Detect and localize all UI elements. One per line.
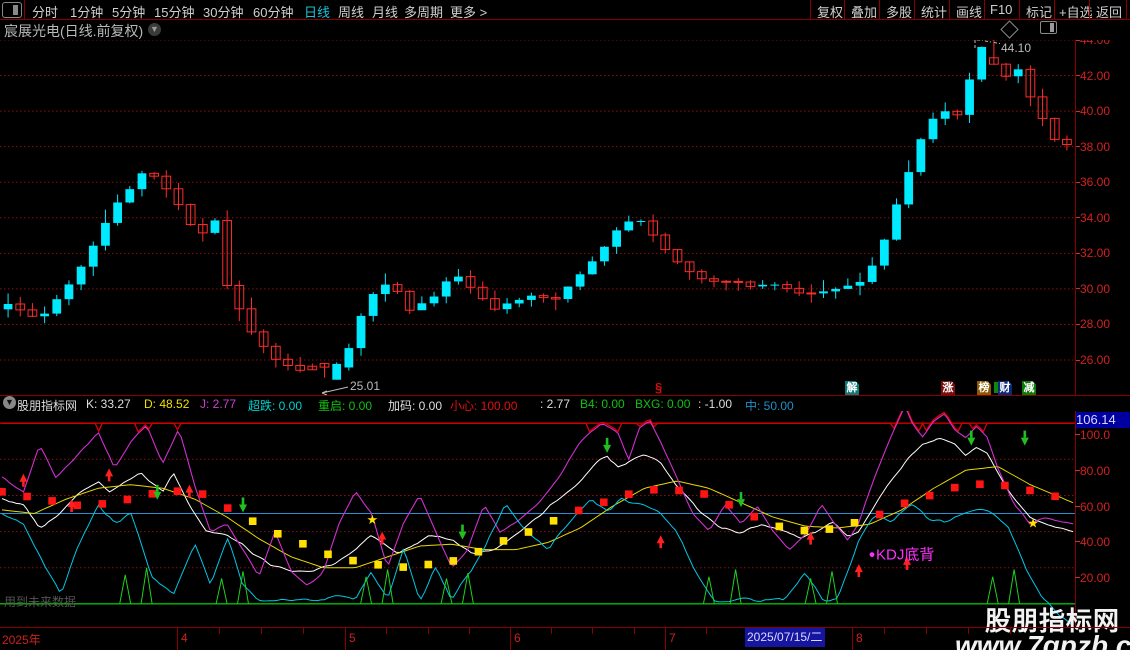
svg-text:★: ★ <box>1027 516 1039 531</box>
svg-text:KDJ底背: KDJ底背 <box>876 547 934 564</box>
svg-text:★: ★ <box>367 512 379 527</box>
